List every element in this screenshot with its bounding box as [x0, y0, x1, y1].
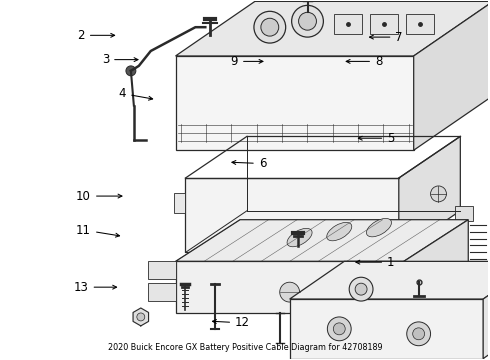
Bar [148, 261, 175, 279]
Bar [370, 14, 398, 34]
Text: 8: 8 [346, 55, 382, 68]
Text: 4: 4 [119, 87, 152, 100]
Polygon shape [483, 261, 490, 359]
Circle shape [137, 313, 145, 321]
Ellipse shape [367, 219, 392, 237]
Polygon shape [414, 1, 490, 150]
Polygon shape [290, 261, 490, 299]
Ellipse shape [287, 228, 312, 247]
Polygon shape [404, 220, 468, 313]
Ellipse shape [327, 222, 352, 241]
Circle shape [413, 328, 425, 340]
Polygon shape [185, 178, 399, 252]
Polygon shape [290, 299, 483, 359]
Text: 5: 5 [358, 132, 394, 145]
Text: 3: 3 [102, 53, 138, 66]
Text: 1: 1 [356, 256, 394, 269]
Circle shape [254, 11, 286, 43]
Bar [406, 14, 434, 34]
Circle shape [298, 12, 317, 30]
Circle shape [292, 5, 323, 37]
Circle shape [327, 317, 351, 341]
Circle shape [355, 283, 367, 295]
Bar [148, 283, 175, 301]
Text: 9: 9 [231, 55, 263, 68]
Polygon shape [175, 1, 490, 56]
Bar [455, 206, 473, 221]
Text: 10: 10 [76, 190, 122, 203]
Text: 2: 2 [77, 29, 115, 42]
Text: 13: 13 [74, 281, 117, 294]
Text: 12: 12 [213, 316, 250, 329]
Text: 2020 Buick Encore GX Battery Positive Cable Diagram for 42708189: 2020 Buick Encore GX Battery Positive Ca… [108, 343, 382, 352]
Circle shape [349, 277, 373, 301]
Bar [173, 193, 185, 213]
Polygon shape [175, 220, 468, 261]
Circle shape [261, 18, 279, 36]
Circle shape [280, 282, 299, 302]
Text: 7: 7 [369, 31, 403, 44]
Circle shape [333, 323, 345, 335]
Text: 11: 11 [76, 224, 120, 237]
Polygon shape [175, 261, 404, 313]
Text: 6: 6 [232, 157, 266, 170]
Circle shape [126, 66, 136, 76]
Circle shape [407, 322, 431, 346]
Bar [334, 14, 362, 34]
Polygon shape [310, 359, 349, 360]
Polygon shape [133, 308, 148, 326]
Polygon shape [175, 56, 414, 150]
Polygon shape [399, 136, 460, 252]
Circle shape [431, 186, 446, 202]
